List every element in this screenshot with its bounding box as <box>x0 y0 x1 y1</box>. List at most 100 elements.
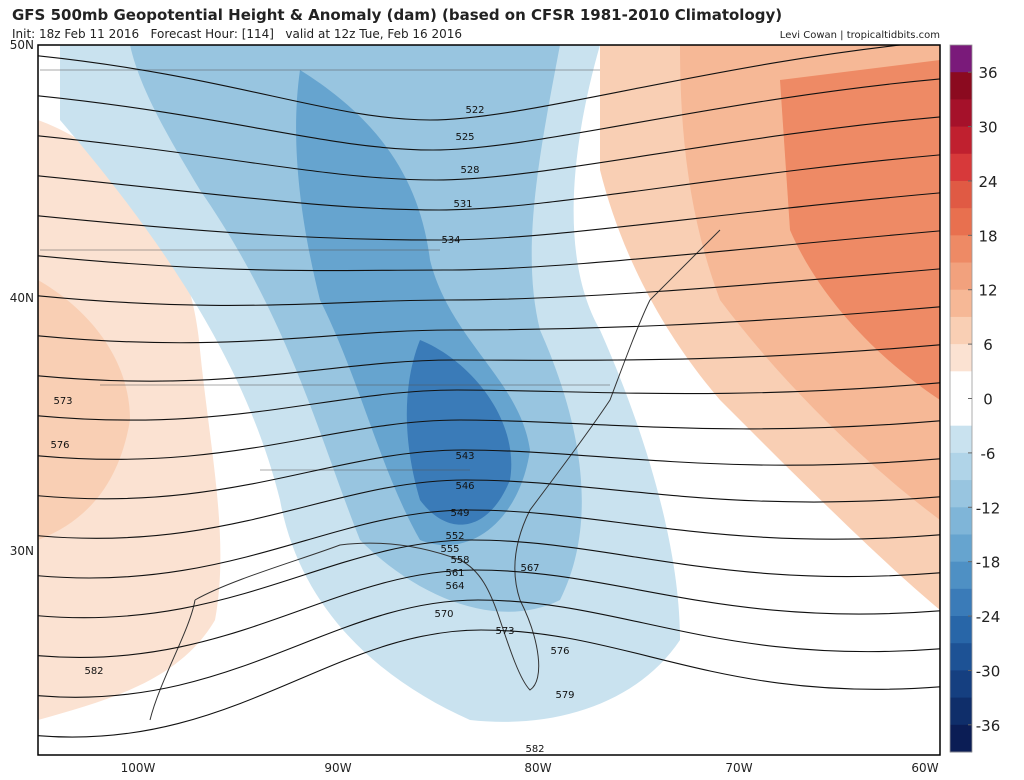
contour-label: 528 <box>460 165 479 176</box>
coastline <box>194 229 721 691</box>
lat-label: 40N <box>10 291 34 305</box>
contour-label: 564 <box>445 581 464 592</box>
anomaly-region <box>406 340 512 525</box>
colorbar-tick-label: -24 <box>976 608 1001 626</box>
colorbar-tick-label: 18 <box>978 227 997 245</box>
height-contour <box>38 382 940 421</box>
colorbar-segment <box>950 208 972 236</box>
height-contour <box>38 154 940 211</box>
border <box>40 69 610 471</box>
height-contour <box>38 599 940 698</box>
colorbar-segment <box>950 534 972 563</box>
height-contour <box>38 629 940 738</box>
contour-label: 552 <box>445 531 464 542</box>
colorbar-segment <box>950 561 972 590</box>
map-frame <box>37 44 941 756</box>
colorbar-segment <box>950 643 972 671</box>
map-area <box>38 45 940 755</box>
height-contour <box>38 306 940 344</box>
height-contour <box>38 78 940 151</box>
lon-label: 60W <box>911 761 938 775</box>
contour-label: 582 <box>525 744 544 755</box>
colorbar-tick-label: 36 <box>978 64 997 82</box>
title: GFS 500mb Geopotential Height & Anomaly … <box>12 6 782 24</box>
colorbar-segment <box>950 507 972 535</box>
colorbar-tick-label: -18 <box>976 554 1001 572</box>
contour-label: 525 <box>455 132 474 143</box>
contour-labels: 522 525 528 531 534 543 546 549 552 555 … <box>50 105 574 755</box>
height-contour <box>38 569 940 659</box>
height-contour <box>38 268 940 306</box>
contour-label: 582 <box>84 666 103 677</box>
lon-label: 70W <box>725 761 752 775</box>
contour-label: 534 <box>441 235 460 246</box>
contour-label: 558 <box>450 555 469 566</box>
colorbar-segment <box>950 480 972 508</box>
colorbar-tick-label: 0 <box>983 391 993 409</box>
colorbar-segment <box>950 72 972 100</box>
contour-label: 573 <box>53 396 72 407</box>
colorbar-segment <box>950 235 972 264</box>
colorbar-segment <box>950 724 972 753</box>
lon-label: 100W <box>121 761 156 775</box>
contour-label: 531 <box>453 199 472 210</box>
colorbar-tick-label: 30 <box>978 119 997 137</box>
colorbar-tick-label: 6 <box>983 336 993 354</box>
height-contour <box>38 116 940 181</box>
contour-label: 546 <box>455 481 474 492</box>
colorbar-tick-label: -30 <box>976 662 1001 680</box>
colorbar-segment <box>950 398 972 427</box>
colorbar-segment <box>950 616 972 644</box>
contour-label: 522 <box>465 105 484 116</box>
colorbar-tick-label: -6 <box>981 445 996 463</box>
colorbar-segment <box>950 126 972 155</box>
colorbar-segment <box>950 697 972 726</box>
contour-label: 555 <box>440 544 459 555</box>
colorbar-segment <box>950 371 972 399</box>
colorbar-tick-label: -12 <box>976 499 1001 517</box>
height-contour <box>38 192 940 241</box>
colorbar-segment <box>950 425 972 454</box>
contour-label: 579 <box>555 690 574 701</box>
lon-label: 90W <box>324 761 351 775</box>
subtitle: Init: 18z Feb 11 2016 Forecast Hour: [11… <box>12 27 462 41</box>
colorbar-segment <box>950 99 972 128</box>
colorbar-segment <box>950 452 972 481</box>
colorbar: 36 30 24 18 12 6 0 -6 -12 -18 -24 -30 -36 <box>949 44 1001 753</box>
height-contour <box>38 45 906 121</box>
height-contour <box>38 539 940 619</box>
colorbar-segment <box>950 344 972 372</box>
anomaly-region <box>780 60 940 400</box>
contour-label: 576 <box>550 646 569 657</box>
lon-label: 80W <box>524 761 551 775</box>
contour-label: 561 <box>445 568 464 579</box>
colorbar-segment <box>950 316 972 345</box>
colorbar-tick-label: 24 <box>978 173 997 191</box>
colorbar-segment <box>950 588 972 617</box>
anomaly-region <box>38 280 130 540</box>
colorbar-segment <box>950 670 972 699</box>
height-contour <box>38 479 940 539</box>
colorbar-segment <box>950 45 972 73</box>
contours <box>38 45 940 738</box>
colorbar-segment <box>950 180 972 209</box>
contour-label: 573 <box>495 626 514 637</box>
height-contour <box>38 344 940 382</box>
lat-label: 30N <box>10 544 34 558</box>
contour-label: 543 <box>455 451 474 462</box>
colorbar-tick-label: -36 <box>976 717 1001 735</box>
height-contour <box>38 230 940 272</box>
contour-label: 570 <box>434 609 453 620</box>
height-contour <box>38 449 940 500</box>
lat-label: 50N <box>10 38 34 52</box>
colorbar-tick-label: 12 <box>978 282 997 300</box>
credit: Levi Cowan | tropicaltidbits.com <box>780 30 940 41</box>
colorbar-segment <box>950 289 972 318</box>
height-contour <box>38 419 940 460</box>
colorbar-segment <box>950 262 972 291</box>
height-contour <box>38 509 940 579</box>
coastline <box>149 599 196 721</box>
contour-label: 576 <box>50 440 69 451</box>
